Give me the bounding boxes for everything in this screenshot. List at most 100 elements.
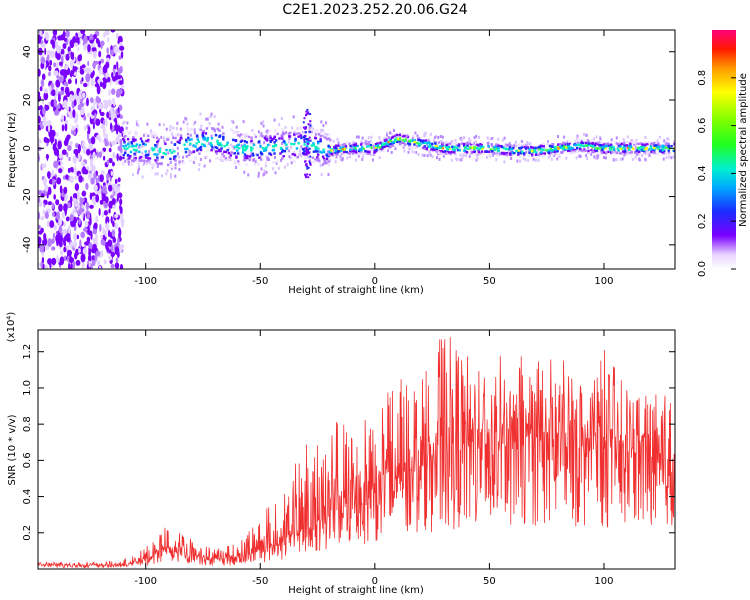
halo-cell: [244, 158, 247, 162]
ridge-cell: [128, 145, 131, 148]
ridge-cell: [474, 152, 477, 155]
halo-cell: [361, 136, 364, 140]
ridge-cell: [340, 149, 343, 152]
ridge-cell: [415, 141, 418, 145]
ridge-cell: [150, 134, 153, 137]
ridge-cell: [244, 146, 248, 149]
ridge-cell: [122, 144, 125, 148]
ridge-cell: [665, 142, 668, 145]
ridge-cell: [642, 141, 645, 144]
ridge-cell: [571, 146, 574, 150]
noise-cell: [39, 86, 43, 92]
noise-cell: [110, 122, 113, 131]
ridge-cell: [241, 151, 245, 154]
ridge-cell: [625, 144, 629, 147]
ridge-cell: [325, 153, 328, 156]
ridge-cell: [641, 149, 644, 152]
snr-y-tick-label: 1.0: [22, 380, 33, 396]
noise-cell: [61, 149, 67, 156]
ridge-cell: [635, 140, 638, 144]
ridge-cell: [352, 148, 355, 151]
ridge-cell: [490, 153, 493, 156]
noise-cell: [105, 61, 110, 69]
ridge-cell: [385, 138, 388, 141]
ridge-cell: [419, 147, 423, 151]
halo-cell: [334, 160, 337, 164]
ridge-cell: [156, 140, 159, 144]
ridge-cell: [479, 143, 482, 146]
halo-cell: [547, 140, 549, 144]
ridge-cell: [579, 143, 583, 147]
ridge-cell: [307, 140, 310, 143]
ridge-spike-cell: [309, 124, 312, 127]
noise-cell: [45, 31, 49, 41]
halo-cell: [150, 129, 153, 133]
halo-cell: [586, 156, 589, 160]
ridge-cell: [364, 149, 367, 153]
ridge-cell: [188, 138, 191, 142]
ridge-cell: [529, 149, 532, 152]
ridge-cell: [217, 157, 220, 160]
ridge-cell: [278, 137, 281, 140]
ridge-cell: [158, 162, 161, 165]
halo-cell: [579, 155, 582, 158]
ridge-cell: [121, 161, 124, 164]
halo-cell: [450, 148, 453, 152]
halo-cell: [662, 157, 665, 161]
noise-cell: [108, 184, 113, 192]
ridge-cell: [587, 140, 590, 144]
halo-cell: [160, 135, 163, 139]
noise-cell: [110, 263, 115, 269]
ridge-cell: [349, 148, 352, 151]
noise-cell: [47, 258, 53, 265]
ridge-cell: [271, 138, 274, 141]
halo-cell: [247, 173, 250, 177]
halo-cell: [461, 156, 464, 160]
ridge-cell: [465, 151, 469, 154]
ridge-cell: [433, 148, 436, 151]
ridge-cell: [561, 146, 564, 149]
halo-cell: [320, 173, 323, 177]
ridge-cell: [367, 150, 370, 153]
noise-cell: [89, 39, 94, 44]
halo-cell: [290, 161, 293, 165]
ridge-cell: [542, 145, 545, 148]
halo-cell: [576, 134, 579, 138]
halo-cell: [439, 152, 442, 156]
noise-cell: [99, 223, 102, 232]
noise-cell: [58, 161, 61, 166]
ridge-cell: [520, 146, 523, 149]
ridge-cell: [627, 145, 630, 148]
noise-cell: [70, 51, 73, 60]
ridge-cell: [324, 136, 327, 139]
halo-cell: [266, 129, 269, 133]
snr-y-tick-label: 1.2: [22, 344, 33, 360]
ridge-cell: [201, 143, 204, 146]
ridge-cell: [617, 142, 620, 145]
ridge-spike-cell: [307, 166, 310, 169]
halo-cell: [143, 155, 146, 159]
ridge-cell: [179, 134, 183, 137]
ridge-cell: [369, 143, 372, 147]
ridge-cell: [326, 138, 329, 141]
noise-cell: [112, 204, 116, 210]
ridge-cell: [465, 142, 468, 145]
noise-cell: [105, 118, 108, 127]
noise-cell: [69, 39, 75, 49]
halo-cell: [633, 151, 636, 154]
ridge-cell: [342, 153, 345, 157]
ridge-cell: [274, 143, 277, 147]
ridge-cell: [171, 165, 174, 169]
ridge-spike-cell: [309, 120, 312, 123]
ridge-cell: [323, 134, 326, 137]
ridge-cell: [129, 163, 132, 167]
ridge-cell: [155, 161, 158, 164]
ridge-cell: [223, 145, 226, 148]
noise-cell: [113, 46, 119, 54]
noise-cell: [101, 212, 104, 218]
noise-cell: [103, 103, 107, 109]
ridge-cell: [282, 140, 286, 143]
halo-cell: [290, 145, 293, 149]
spectrogram-x-tick-label: 0: [372, 276, 378, 287]
